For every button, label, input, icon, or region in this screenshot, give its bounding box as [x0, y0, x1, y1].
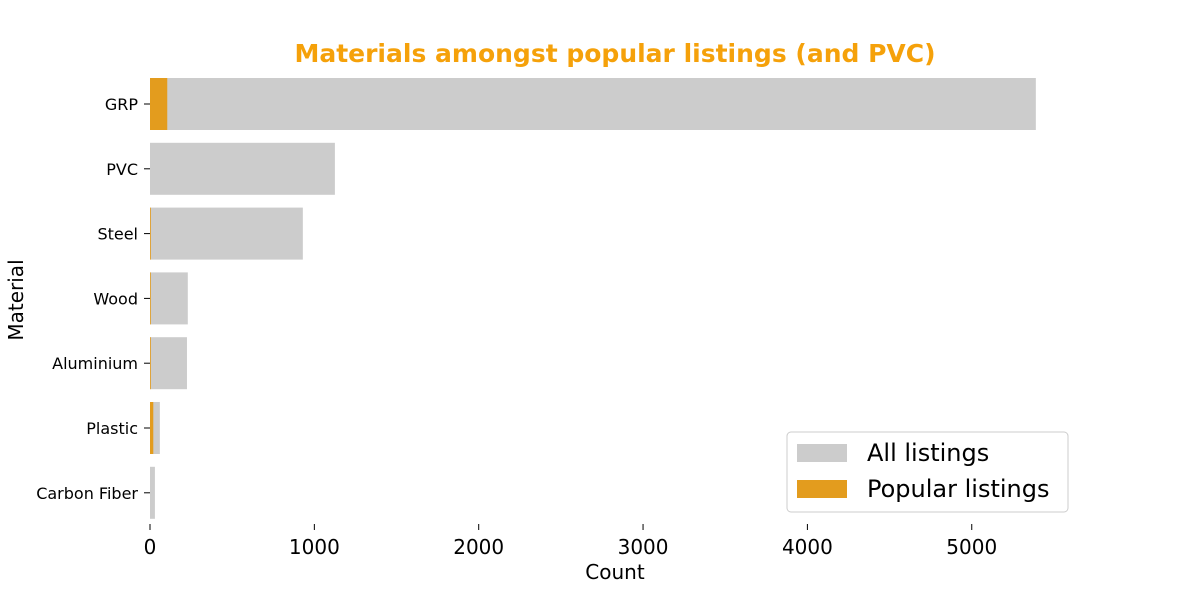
category-label-aluminium: Aluminium: [52, 354, 138, 373]
x-tick-label: 5000: [946, 535, 997, 559]
bar-popular-listings-grp: [150, 78, 168, 130]
category-label-steel: Steel: [97, 225, 138, 244]
x-tick-label: 1000: [289, 535, 340, 559]
category-label-pvc: PVC: [106, 160, 138, 179]
x-tick-label: 3000: [618, 535, 669, 559]
legend-label-popular-listings: Popular listings: [867, 475, 1049, 503]
bar-all-listings-wood: [150, 272, 188, 325]
category-label-plastic: Plastic: [86, 419, 138, 438]
bar-popular-listings-aluminium: [150, 337, 151, 390]
bar-all-listings-grp: [150, 78, 1036, 130]
y-axis-label: Material: [4, 259, 28, 340]
legend-label-all-listings: All listings: [867, 439, 989, 467]
category-labels: GRP PVC Steel Wood Aluminium Plastic Carbon Fi…: [36, 95, 150, 503]
x-axis: 0 1000 2000 3000 4000 5000: [144, 524, 997, 559]
category-label-grp: GRP: [105, 95, 139, 114]
bar-popular-listings-steel: [150, 207, 151, 260]
bar-popular-listings-wood: [150, 272, 151, 325]
bars-layer: [150, 78, 1036, 519]
category-label-carbon-fiber: Carbon Fiber: [36, 484, 138, 503]
legend-swatch-all-listings: [797, 444, 847, 462]
chart-title: Materials amongst popular listings (and …: [294, 39, 935, 68]
legend-swatch-popular-listings: [797, 480, 847, 498]
legend-frame: [786, 431, 1069, 513]
bar-all-listings-carbon-fiber: [150, 466, 155, 519]
x-tick-label: 0: [144, 535, 157, 559]
x-tick-label: 2000: [453, 535, 504, 559]
category-label-wood: Wood: [93, 289, 138, 308]
bar-all-listings-steel: [150, 207, 303, 260]
legend: All listings Popular listings: [786, 431, 1069, 513]
x-axis-label: Count: [585, 560, 645, 584]
bar-all-listings-plastic: [150, 402, 160, 454]
bar-popular-listings-plastic: [150, 402, 154, 454]
x-tick-label: 4000: [782, 535, 833, 559]
bar-all-listings-aluminium: [150, 337, 187, 390]
bar-all-listings-pvc: [150, 142, 335, 195]
